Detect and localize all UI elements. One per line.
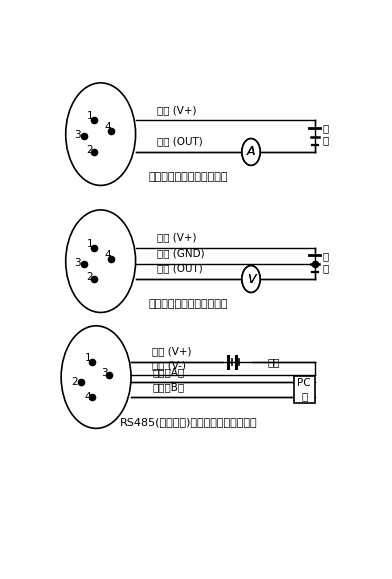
Text: 电源: 电源 bbox=[268, 357, 280, 367]
Text: 4: 4 bbox=[104, 122, 111, 133]
Text: 4: 4 bbox=[104, 250, 111, 261]
Text: 1: 1 bbox=[85, 353, 91, 364]
Text: 红线 (V+): 红线 (V+) bbox=[157, 232, 196, 243]
Text: A: A bbox=[247, 145, 255, 159]
Text: 1: 1 bbox=[87, 239, 93, 249]
Text: PC
机: PC 机 bbox=[298, 378, 311, 401]
Text: V: V bbox=[247, 273, 255, 285]
Circle shape bbox=[242, 138, 260, 166]
Text: 蓝线 (OUT): 蓝线 (OUT) bbox=[157, 137, 203, 146]
Circle shape bbox=[242, 266, 260, 292]
Text: 4: 4 bbox=[85, 392, 91, 402]
Circle shape bbox=[242, 266, 260, 292]
Circle shape bbox=[242, 138, 260, 166]
FancyBboxPatch shape bbox=[294, 376, 314, 403]
Text: 电
源: 电 源 bbox=[322, 251, 328, 273]
Bar bbox=[242, 138, 260, 166]
Text: 黄线 (OUT): 黄线 (OUT) bbox=[157, 263, 203, 274]
Text: 蓝线 (GND): 蓝线 (GND) bbox=[157, 248, 205, 258]
Text: 3: 3 bbox=[74, 258, 81, 268]
Text: 白线（B）: 白线（B） bbox=[152, 382, 184, 392]
Text: V: V bbox=[247, 273, 255, 285]
Text: 2: 2 bbox=[86, 272, 93, 282]
Text: 电流输出接线图（两线制）: 电流输出接线图（两线制） bbox=[149, 173, 229, 182]
Bar bbox=[242, 266, 260, 292]
Text: 红线 (V+): 红线 (V+) bbox=[157, 105, 196, 115]
Text: RS485(数字信号)输出接线图（四线制）: RS485(数字信号)输出接线图（四线制） bbox=[120, 417, 258, 427]
Text: 3: 3 bbox=[74, 130, 81, 141]
Text: 电
源: 电 源 bbox=[322, 123, 328, 145]
Text: A: A bbox=[247, 145, 255, 159]
Text: 2: 2 bbox=[71, 376, 78, 387]
Text: 电压输出接线图（三线制）: 电压输出接线图（三线制） bbox=[149, 299, 229, 309]
Text: 黄线（A）: 黄线（A） bbox=[152, 367, 184, 377]
Text: 蓝线 (V-): 蓝线 (V-) bbox=[152, 360, 186, 370]
Text: 3: 3 bbox=[101, 368, 108, 378]
Text: 红线 (V+): 红线 (V+) bbox=[152, 347, 192, 357]
Text: 2: 2 bbox=[86, 145, 93, 155]
Text: 1: 1 bbox=[87, 111, 93, 121]
